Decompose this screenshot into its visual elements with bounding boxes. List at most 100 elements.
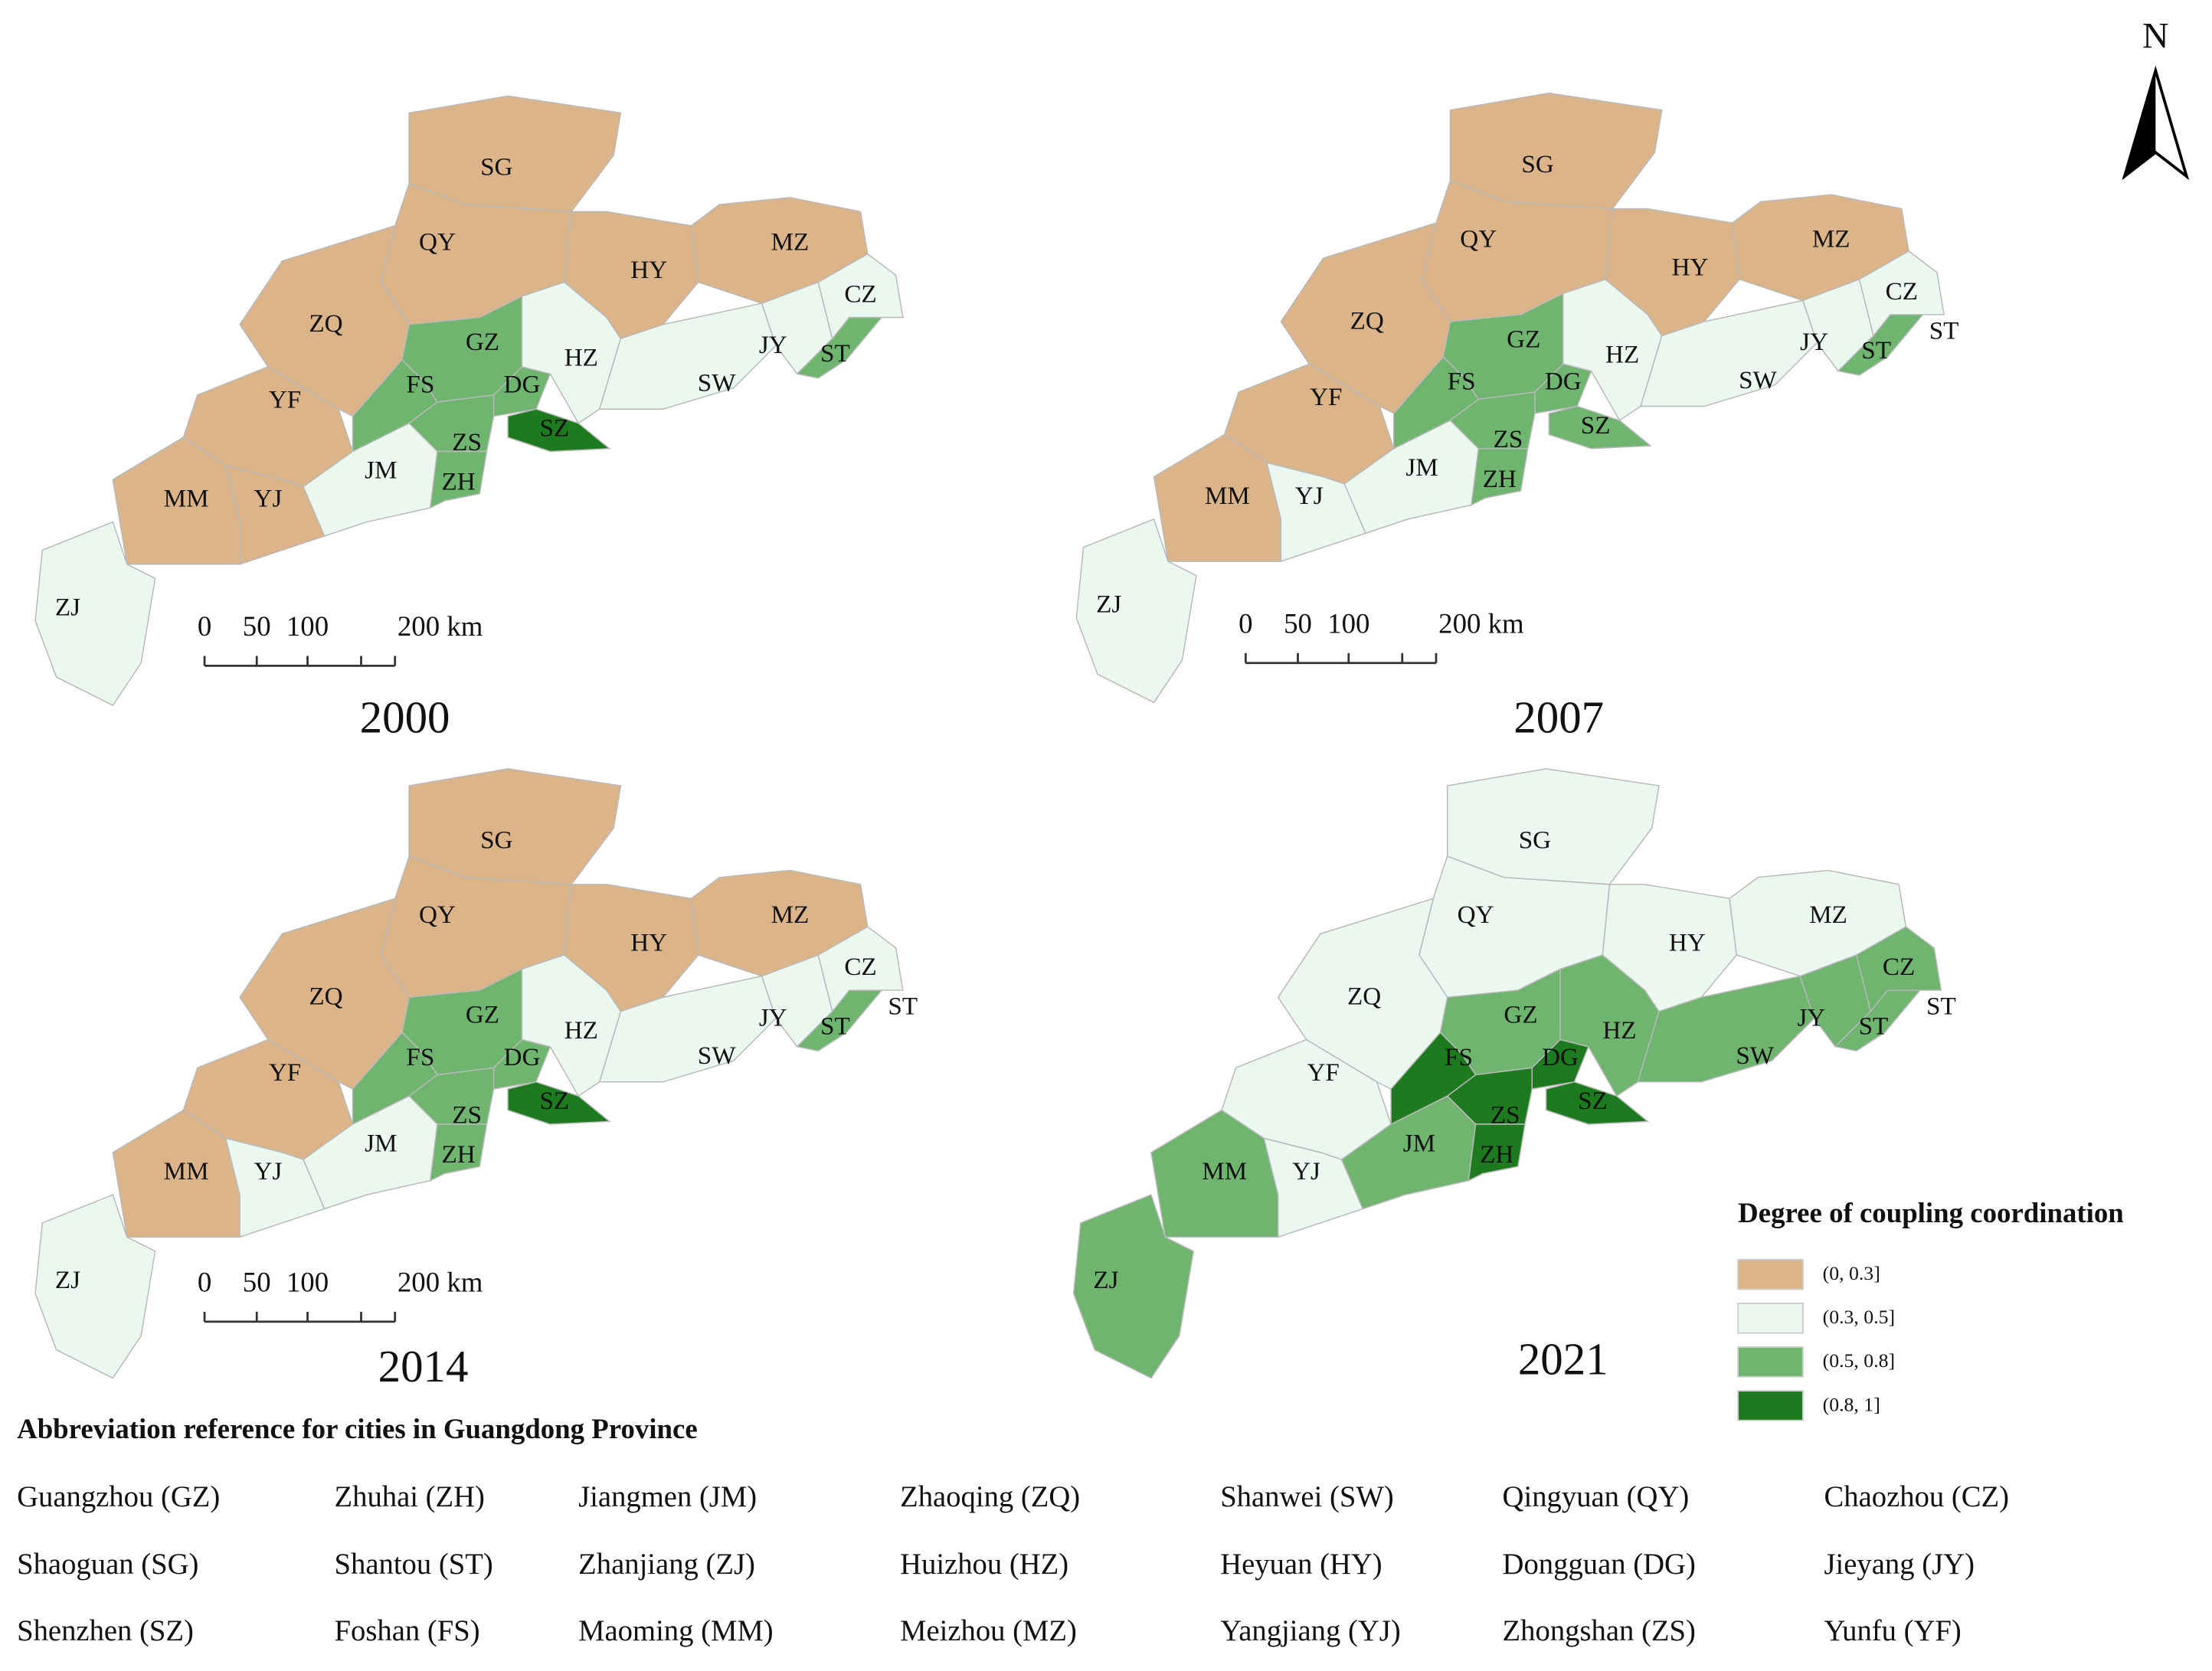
region-label: SW bbox=[1739, 366, 1777, 394]
region-label: YF bbox=[1310, 383, 1342, 411]
region-label: JY bbox=[759, 1003, 787, 1032]
region-label: MZ bbox=[1809, 901, 1847, 929]
region-label: ST bbox=[1929, 316, 1959, 345]
region-label: HZ bbox=[1605, 341, 1639, 369]
region-label: HY bbox=[630, 256, 667, 284]
region-label: ZQ bbox=[1350, 306, 1384, 335]
region-label: ZS bbox=[1494, 425, 1523, 453]
region bbox=[817, 253, 904, 340]
region-label: CZ bbox=[1883, 953, 1915, 981]
abbreviation: Jieyang (JY) bbox=[1824, 1548, 1974, 1581]
region-label: ST bbox=[820, 1012, 850, 1040]
region-label: SG bbox=[480, 826, 512, 854]
region-label: ZH bbox=[442, 467, 476, 495]
region-label: ZJ bbox=[55, 593, 80, 621]
abbreviation: Jiangmen (JM) bbox=[578, 1481, 757, 1513]
legend-label: (0, 0.3] bbox=[1823, 1262, 1880, 1284]
region bbox=[598, 975, 777, 1083]
region-label: HZ bbox=[564, 1016, 598, 1045]
region-label: ST bbox=[1926, 992, 1956, 1021]
region-label: JM bbox=[1403, 1129, 1435, 1157]
region-label: QY bbox=[419, 227, 456, 256]
region bbox=[34, 1194, 156, 1379]
legend-swatch bbox=[1737, 1346, 1804, 1378]
region-label: JM bbox=[1405, 453, 1438, 482]
region bbox=[507, 408, 611, 453]
region-label: FS bbox=[1448, 368, 1476, 396]
region-label: HY bbox=[1669, 929, 1706, 957]
region bbox=[1856, 926, 1942, 1013]
scale-label: 100 bbox=[1327, 607, 1369, 639]
region bbox=[408, 95, 622, 213]
legend-swatch bbox=[1737, 1258, 1804, 1290]
abbreviation: Zhuhai (ZH) bbox=[335, 1481, 485, 1513]
scale-label: 200 km bbox=[398, 610, 483, 642]
abbreviation: Zhaoqing (ZQ) bbox=[900, 1481, 1080, 1513]
region-label: JY bbox=[1797, 1003, 1825, 1032]
region-label: JY bbox=[1800, 328, 1828, 356]
region-label: MZ bbox=[771, 901, 810, 929]
region-label: FS bbox=[406, 370, 434, 398]
region-label: SG bbox=[1519, 826, 1551, 854]
map-year: 2021 bbox=[1518, 1334, 1608, 1385]
region-label: GZ bbox=[466, 328, 499, 356]
region-label: CZ bbox=[1886, 277, 1918, 306]
region-label: DG bbox=[504, 1043, 541, 1071]
region-label: YJ bbox=[1292, 1157, 1320, 1185]
scale-label: 100 bbox=[286, 1266, 329, 1297]
region bbox=[1468, 1123, 1526, 1182]
abbreviation: Maoming (MM) bbox=[578, 1615, 773, 1647]
region-label: ZH bbox=[442, 1140, 476, 1169]
abbreviation: Shantou (ST) bbox=[335, 1548, 493, 1581]
region-label: HY bbox=[630, 929, 667, 957]
abbreviation: Shenzhen (SZ) bbox=[17, 1615, 194, 1647]
region-label: ZS bbox=[452, 428, 482, 456]
region-label: YJ bbox=[254, 1157, 283, 1185]
region-label: ZJ bbox=[1093, 1266, 1118, 1294]
region-label: GZ bbox=[1507, 325, 1540, 353]
scale-label: 0 bbox=[1239, 607, 1252, 639]
region-label: HY bbox=[1672, 253, 1709, 281]
scale-label: 200 km bbox=[1438, 607, 1524, 639]
region bbox=[1640, 299, 1818, 407]
legend-swatch bbox=[1737, 1303, 1804, 1334]
region-label: YF bbox=[1307, 1058, 1339, 1087]
region bbox=[1072, 1194, 1195, 1379]
scale-label: 50 bbox=[243, 1266, 271, 1297]
region-label: QY bbox=[1460, 225, 1497, 253]
region-label: DG bbox=[1542, 1043, 1579, 1071]
map-year: 2014 bbox=[378, 1341, 469, 1391]
region bbox=[1446, 768, 1660, 885]
region bbox=[34, 521, 156, 706]
abbreviation: Meizhou (MZ) bbox=[900, 1615, 1077, 1647]
abbreviation: Yangjiang (YJ) bbox=[1220, 1615, 1401, 1647]
abbreviation: Heyuan (HY) bbox=[1220, 1548, 1382, 1581]
region bbox=[1548, 405, 1652, 450]
region-label: YJ bbox=[254, 485, 283, 513]
region-label: FS bbox=[1445, 1043, 1473, 1071]
abbreviation: Foshan (FS) bbox=[335, 1615, 480, 1647]
region bbox=[507, 1081, 611, 1125]
scale-label: 50 bbox=[243, 610, 271, 642]
abbreviation: Zhongshan (ZS) bbox=[1503, 1615, 1696, 1647]
region-label: ST bbox=[1859, 1012, 1889, 1040]
region bbox=[429, 450, 488, 509]
region-label: SZ bbox=[539, 1087, 569, 1115]
abbreviation: Dongguan (DG) bbox=[1503, 1548, 1696, 1581]
region bbox=[1858, 250, 1945, 338]
region-label: DG bbox=[504, 370, 541, 398]
region bbox=[598, 302, 777, 410]
region-label: CZ bbox=[844, 280, 876, 308]
region-label: SG bbox=[1521, 150, 1553, 178]
abbreviation: Guangzhou (GZ) bbox=[17, 1481, 220, 1513]
region bbox=[1637, 975, 1815, 1083]
region bbox=[1449, 92, 1663, 210]
region bbox=[1471, 448, 1529, 506]
region-label: QY bbox=[1458, 901, 1494, 929]
abbreviation: Zhanjiang (ZJ) bbox=[578, 1548, 755, 1581]
region-label: ZQ bbox=[309, 309, 342, 338]
region bbox=[817, 926, 904, 1013]
legend-label: (0.3, 0.5] bbox=[1823, 1306, 1895, 1328]
legend-title: Degree of coupling coordination bbox=[1738, 1197, 2124, 1228]
